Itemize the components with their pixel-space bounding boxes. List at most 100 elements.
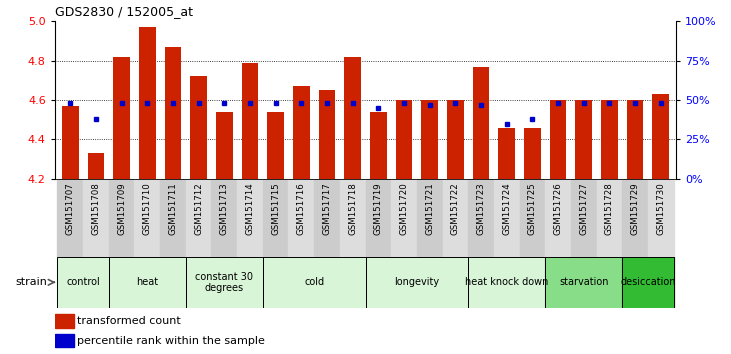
Bar <box>58 179 83 257</box>
Text: GDS2830 / 152005_at: GDS2830 / 152005_at <box>55 5 193 18</box>
Bar <box>237 179 263 257</box>
Bar <box>113 57 130 179</box>
Bar <box>524 127 541 179</box>
Bar <box>391 179 417 257</box>
Bar <box>417 179 442 257</box>
Bar <box>366 257 468 308</box>
Bar <box>468 179 494 257</box>
Text: GSM151708: GSM151708 <box>91 183 100 235</box>
Bar <box>366 257 468 308</box>
Text: heat: heat <box>136 277 159 287</box>
Bar <box>289 179 314 257</box>
Bar <box>263 179 289 257</box>
Text: GSM151721: GSM151721 <box>425 183 434 235</box>
Bar <box>550 100 567 179</box>
Bar <box>499 127 515 179</box>
Bar <box>62 106 78 179</box>
Bar <box>370 112 387 179</box>
Bar <box>55 314 74 328</box>
Text: strain: strain <box>15 277 48 287</box>
Bar <box>319 90 336 179</box>
Text: GSM151722: GSM151722 <box>451 183 460 235</box>
Bar <box>468 257 545 308</box>
Text: GSM151723: GSM151723 <box>477 183 485 235</box>
Bar <box>626 100 643 179</box>
Text: desiccation: desiccation <box>620 277 675 287</box>
Bar <box>545 257 622 308</box>
Bar <box>263 257 366 308</box>
Bar <box>340 179 366 257</box>
Text: GSM151729: GSM151729 <box>631 183 640 235</box>
Bar <box>88 153 105 179</box>
Bar <box>545 257 622 308</box>
Bar <box>344 57 361 179</box>
Bar <box>473 67 489 179</box>
Text: GSM151707: GSM151707 <box>66 183 75 235</box>
Bar <box>186 257 263 308</box>
Bar <box>186 179 211 257</box>
Text: GSM151720: GSM151720 <box>400 183 409 235</box>
Bar <box>58 257 109 308</box>
Bar <box>135 179 160 257</box>
Text: longevity: longevity <box>394 277 439 287</box>
Bar <box>211 179 237 257</box>
Text: GSM151728: GSM151728 <box>605 183 614 235</box>
Text: GSM151724: GSM151724 <box>502 183 511 235</box>
Text: GSM151714: GSM151714 <box>246 183 254 235</box>
Bar <box>545 179 571 257</box>
Bar <box>216 112 232 179</box>
Bar <box>648 179 673 257</box>
Bar <box>164 47 181 179</box>
Text: GSM151709: GSM151709 <box>117 183 126 235</box>
Bar <box>622 257 673 308</box>
Bar <box>366 179 391 257</box>
Bar <box>263 257 366 308</box>
Bar <box>83 179 109 257</box>
Bar <box>242 63 258 179</box>
Bar <box>442 179 468 257</box>
Bar <box>314 179 340 257</box>
Text: GSM151730: GSM151730 <box>656 183 665 235</box>
Text: transformed count: transformed count <box>77 316 181 326</box>
Bar <box>58 257 109 308</box>
Bar <box>571 179 596 257</box>
Bar <box>190 76 207 179</box>
Bar <box>622 257 673 308</box>
Bar <box>622 179 648 257</box>
Text: GSM151711: GSM151711 <box>168 183 178 235</box>
Bar <box>575 100 592 179</box>
Bar <box>109 257 186 308</box>
Text: cold: cold <box>304 277 325 287</box>
Text: GSM151712: GSM151712 <box>194 183 203 235</box>
Bar <box>395 100 412 179</box>
Text: starvation: starvation <box>559 277 608 287</box>
Text: percentile rank within the sample: percentile rank within the sample <box>77 336 265 346</box>
Text: GSM151727: GSM151727 <box>579 183 588 235</box>
Text: GSM151716: GSM151716 <box>297 183 306 235</box>
Text: GSM151710: GSM151710 <box>143 183 152 235</box>
Bar <box>109 179 135 257</box>
Bar <box>494 179 520 257</box>
Bar <box>186 257 263 308</box>
Bar <box>447 100 463 179</box>
Text: GSM151713: GSM151713 <box>220 183 229 235</box>
Bar <box>139 27 156 179</box>
Bar <box>421 100 438 179</box>
Text: constant 30
degrees: constant 30 degrees <box>195 272 253 293</box>
Text: heat knock down: heat knock down <box>465 277 548 287</box>
Bar <box>601 100 618 179</box>
Text: GSM151717: GSM151717 <box>322 183 331 235</box>
Text: GSM151715: GSM151715 <box>271 183 280 235</box>
Bar <box>468 257 545 308</box>
Bar <box>109 257 186 308</box>
Bar <box>55 334 74 347</box>
Text: GSM151725: GSM151725 <box>528 183 537 235</box>
Bar <box>268 112 284 179</box>
Bar <box>653 94 669 179</box>
Bar <box>520 179 545 257</box>
Bar <box>596 179 622 257</box>
Text: GSM151726: GSM151726 <box>553 183 563 235</box>
Bar <box>160 179 186 257</box>
Text: control: control <box>67 277 100 287</box>
Bar <box>293 86 310 179</box>
